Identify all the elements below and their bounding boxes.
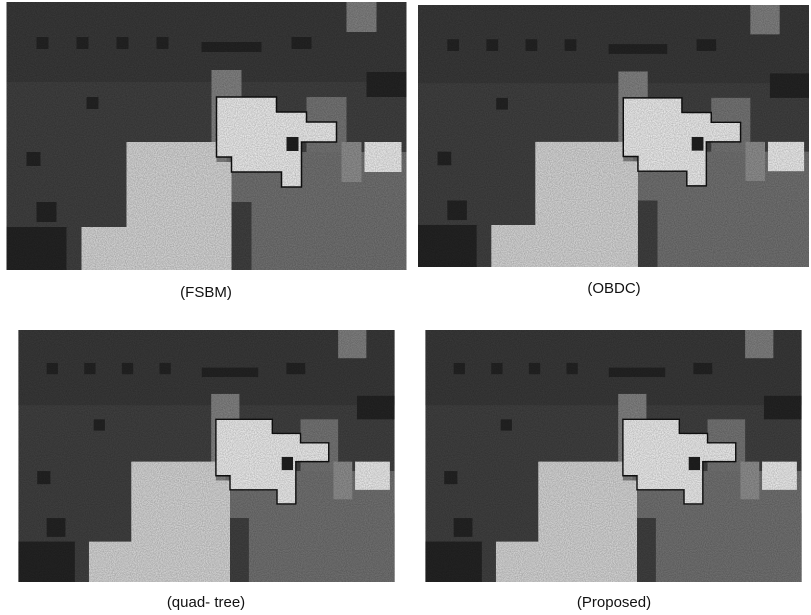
- caption: (FSBM): [6, 284, 406, 301]
- caption: (Proposed): [414, 594, 811, 611]
- image-panel: [418, 2, 809, 270]
- image: [418, 330, 809, 582]
- caption: (quad- tree): [6, 594, 406, 611]
- image: [5, 2, 408, 270]
- image-panel: [5, 330, 408, 582]
- image-panel: [418, 330, 809, 582]
- caption: (OBDC): [414, 280, 811, 297]
- image: [418, 2, 809, 270]
- image: [5, 330, 408, 582]
- figure: {"panels": [ {"caption": "(FSBM)"}, {"ca…: [0, 0, 811, 615]
- image-panel: [5, 2, 408, 270]
